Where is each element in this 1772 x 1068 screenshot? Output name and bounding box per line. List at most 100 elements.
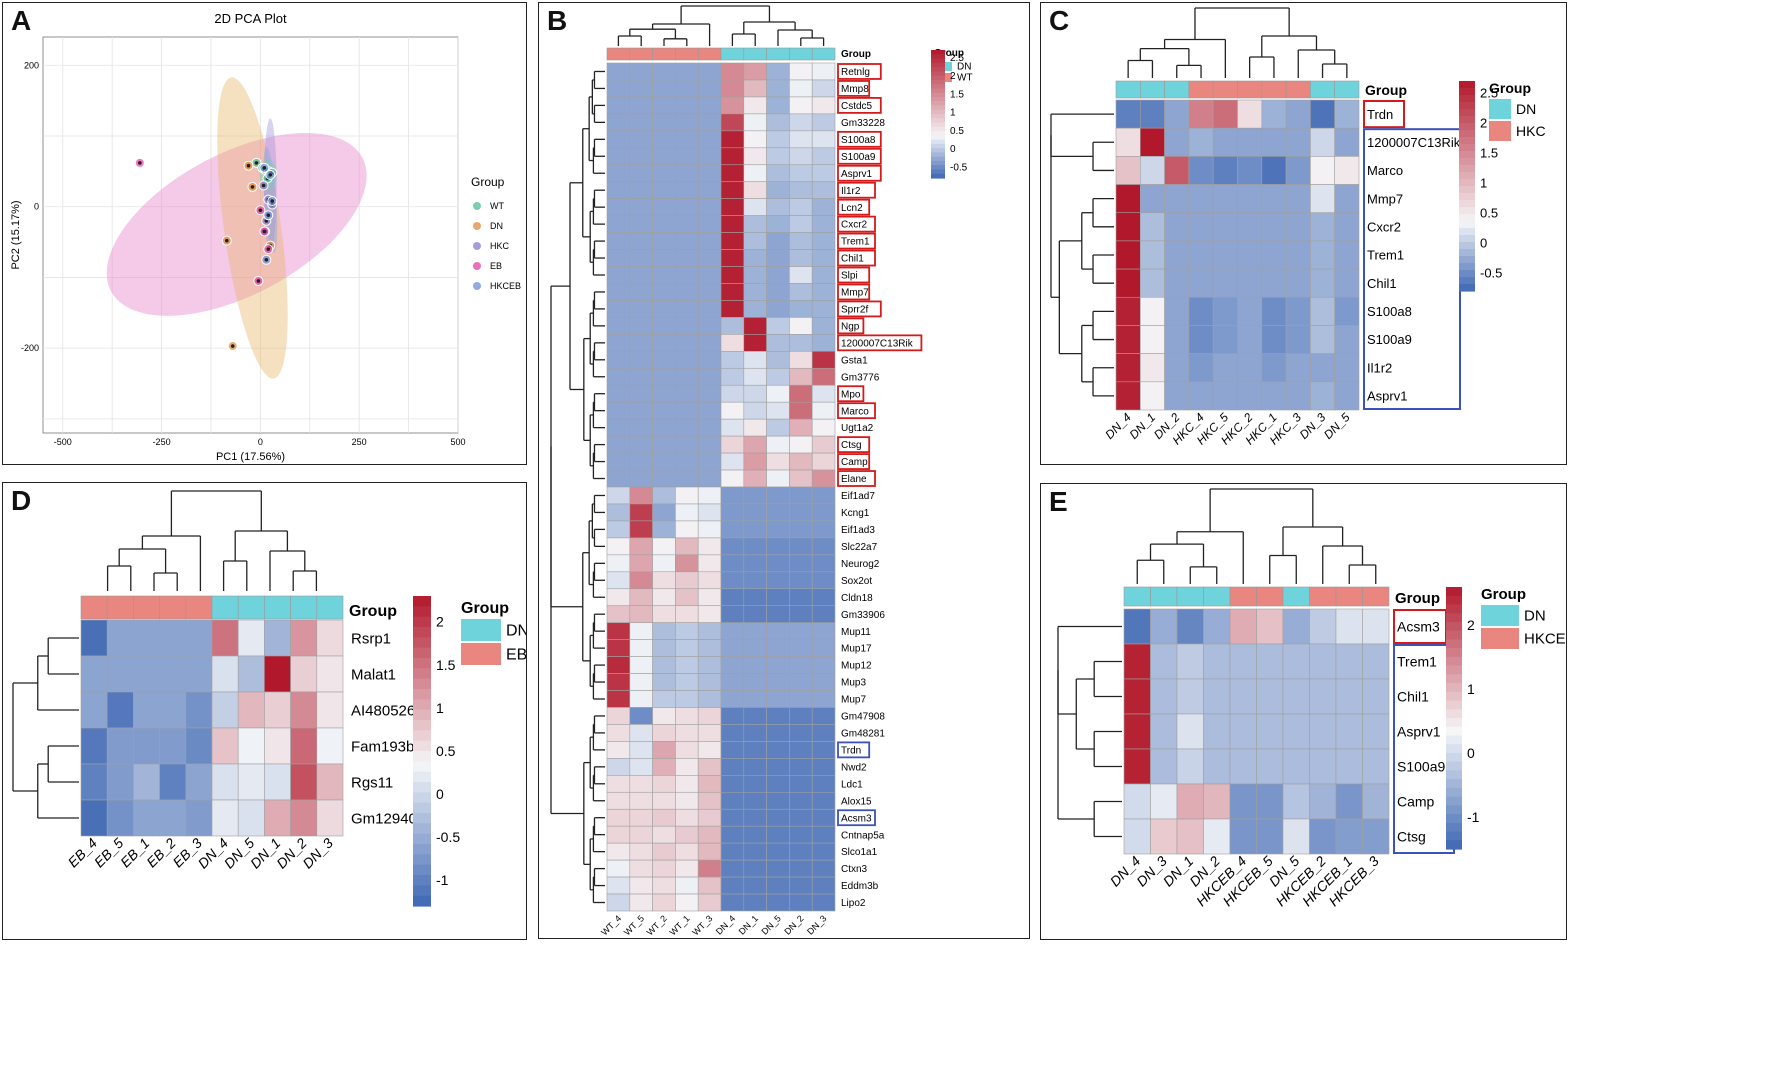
heatmap-c-cell [1140,240,1165,270]
heatmap-d-scale-step [413,802,431,814]
heatmap-b-cell [743,401,767,420]
heatmap-b-cell [743,62,767,81]
heatmap-b-cell [675,164,699,183]
heatmap-c-row-label: Trdn [1367,107,1393,122]
heatmap-b-cell [652,401,676,420]
heatmap-b-cell [606,283,631,301]
heatmap-b-cell [766,96,790,115]
y-tick-label: 0 [34,202,39,212]
heatmap-b-cell [629,351,653,369]
heatmap-b-cell [743,215,767,233]
heatmap-c-cell [1212,381,1238,411]
heatmap-d-group-cell [185,595,213,620]
heatmap-e-cell [1176,643,1204,680]
heatmap-d-scale-tick: 1 [436,700,444,716]
heatmap-e-cell [1123,748,1151,785]
heatmap-b-cell [675,351,699,369]
heatmap-b-cell [606,825,631,844]
heatmap-b-cell [675,554,699,573]
heatmap-c-cell [1212,184,1238,214]
heatmap-b-cell [629,893,653,912]
heatmap-d-scale-step [413,699,431,711]
heatmap-c-cell [1334,353,1360,383]
heatmap-b-row-label: Elane [841,474,867,485]
heatmap-b-cell [743,198,767,216]
heatmap-b-cell [811,673,836,691]
heatmap-b-group-cell [652,47,676,61]
heatmap-b-cell [675,656,699,674]
heatmap-b-cell [697,249,722,267]
heatmap-c-cell [1237,212,1263,242]
heatmap-b-cell [789,690,813,708]
heatmap-c-scale-step [1459,165,1475,173]
heatmap-b-cell [675,435,699,454]
heatmap-b-cell [720,859,745,878]
heatmap-b-cell [697,520,722,539]
heatmap-b-row-label: 1200007C13Rik [841,338,914,349]
heatmap-b-cell [629,554,653,573]
heatmap-b-row-label: Gm33906 [841,610,885,621]
heatmap-c-cell [1164,296,1190,326]
heatmap-b-row-label: Neurog2 [841,559,880,570]
point-center [262,166,267,170]
heatmap-c-scale-step [1459,81,1475,89]
heatmap-d-cell [133,727,160,765]
heatmap-e-row-label: Asprv1 [1397,724,1441,740]
heatmap-b-cell [743,317,767,335]
heatmap-b-group-cell [766,47,790,61]
heatmap-b-cell [652,79,676,98]
heatmap-d-row-label: Rsrp1 [351,630,391,647]
y-tick-label: 200 [24,60,39,70]
heatmap-d-scale-tick: 0.5 [436,743,456,759]
heatmap-b-col-label: DN_4 [714,913,737,936]
heatmap-b-cell [766,300,790,318]
heatmap-b-cell [720,622,745,640]
heatmap-d-group-cell [106,595,134,620]
heatmap-b-cell [675,215,699,233]
heatmap-c-cell [1164,99,1190,129]
heatmap-b-cell [606,503,631,522]
heatmap-b-cell [720,842,745,861]
heatmap-e-cell [1176,783,1204,820]
heatmap-c-scale-step [1459,186,1475,194]
heatmap-c-row-label: S100a8 [1367,304,1412,319]
heatmap-c-cell [1115,353,1141,383]
pca-plot: -500 -250 0 250 500 200 0 -200 2D PCA Plot PC1 (1… [10,11,521,463]
heatmap-b-cell [652,605,676,623]
heatmap-b-scale-step [931,139,945,145]
heatmap-e-scale-step [1446,674,1462,684]
heatmap-c-cell [1164,156,1190,185]
heatmap-b-cell [811,317,836,335]
heatmap-b-cell [811,351,836,369]
heatmap-e-cell [1256,818,1284,855]
heatmap-b-cell [811,113,836,132]
heatmap-e-cell [1150,818,1178,855]
heatmap-c-cell [1285,156,1311,185]
heatmap-b-cell [629,283,653,301]
heatmap-b-row-label: Retnlg [841,67,870,78]
heatmap-b-cell [811,893,836,912]
heatmap-b-cell [652,690,676,708]
heatmap-b-cell [720,690,745,708]
heatmap-b-cell [720,130,745,149]
heatmap-d-group-cell [290,595,318,620]
heatmap-b-cell [675,232,699,250]
heatmap-b-cell [606,673,631,691]
heatmap-b-red-box [837,164,882,182]
y-axis-label: PC2 (15.17%) [10,200,22,269]
heatmap-c-cell [1164,268,1190,298]
heatmap-d-cell [264,799,291,837]
heatmap-b-row-label: Il1r2 [841,186,861,197]
heatmap-b-red-box [837,249,876,267]
heatmap-b-scale-step [931,169,945,175]
heatmap-b-cell [743,554,767,573]
heatmap-c-row-label: Chil1 [1367,276,1397,291]
heatmap-b-cell [766,554,790,573]
heatmap-c-cell [1212,156,1238,185]
heatmap-b-scale-step [931,88,945,94]
heatmap-c-cell [1261,184,1287,214]
heatmap-b-cell [606,96,631,115]
heatmap-b-cell [743,758,767,776]
heatmap-c-cell [1140,127,1165,157]
heatmap-d-scale-step [413,616,431,628]
